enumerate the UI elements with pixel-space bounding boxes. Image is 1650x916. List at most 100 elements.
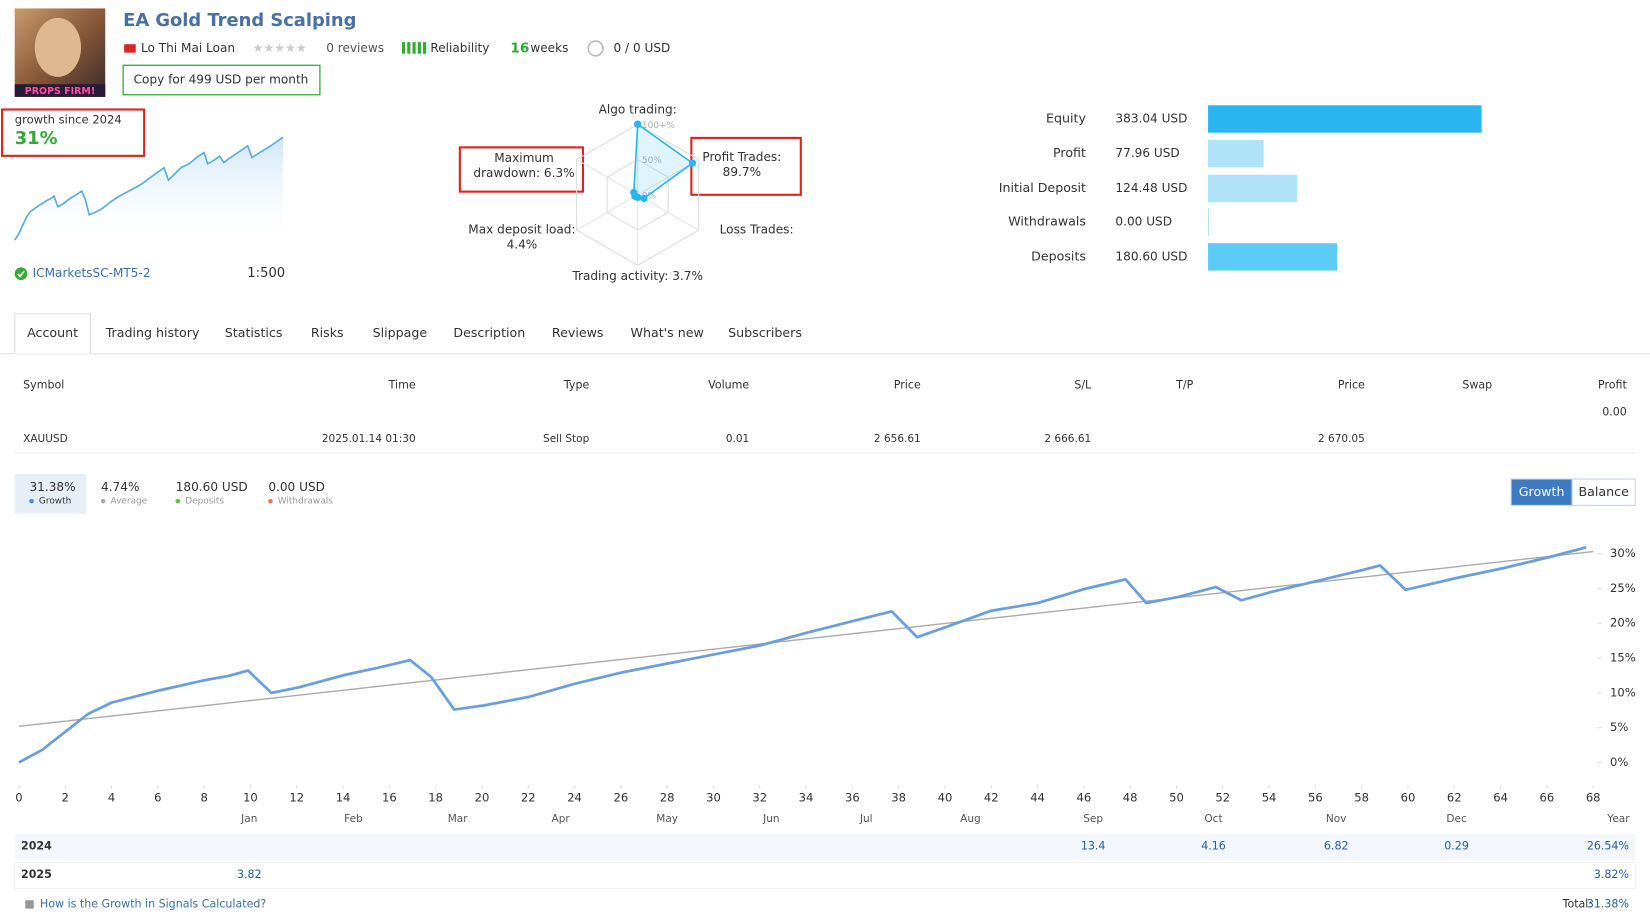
svg-text:★★★★★: ★★★★★ (253, 41, 307, 55)
weeks-value: 16 (510, 40, 529, 56)
x-tick-label: 10 (243, 791, 258, 805)
x-tick-label: 50 (1169, 791, 1184, 805)
radar-spoke (576, 159, 638, 196)
tab[interactable]: Subscribers (728, 325, 802, 340)
column-header: Time (388, 378, 416, 391)
radar-tick-label: 0% (642, 191, 656, 201)
chart-button[interactable] (1571, 478, 1636, 506)
table-row-bg (14, 861, 1636, 890)
column-header: Swap (1462, 378, 1492, 391)
tab[interactable]: Slippage (373, 325, 428, 340)
x-tick-label: 32 (752, 791, 767, 805)
x-tick-label: 64 (1493, 791, 1508, 805)
radar-label-box: Max deposit load: 4.4% (468, 222, 576, 252)
tab[interactable]: Account (27, 325, 78, 340)
tab[interactable]: Reviews (552, 325, 604, 340)
column-header: S/L (1074, 378, 1092, 391)
month-value: 13.4 (1081, 840, 1106, 853)
tab[interactable]: Trading history (105, 325, 200, 340)
x-tick-label: 62 (1447, 791, 1462, 805)
x-tick-label: 28 (660, 791, 675, 805)
signal-title[interactable]: EA Gold Trend Scalping (123, 10, 356, 31)
server[interactable]: ICMarketsSC-MT5-2 (33, 266, 151, 280)
radar-label: Trading activity: 3.7% (572, 268, 704, 284)
column-header: Symbol (23, 378, 64, 391)
tab[interactable]: Statistics (225, 325, 283, 340)
y-tick-label: 10% (1610, 685, 1636, 699)
summary-value: 180.60 USD (176, 480, 248, 494)
y-tick-label: 25% (1610, 581, 1636, 595)
x-tick-label: 2 (62, 791, 69, 805)
month-label: Oct (1204, 813, 1222, 825)
growth-badge-label: growth since 2024 (15, 113, 122, 127)
month-label: Apr (552, 813, 571, 825)
copy-button[interactable] (122, 64, 321, 96)
copy-button-label[interactable]: Copy for 499 USD per month (134, 73, 309, 87)
radar-label: Loss Trades: 10.3% (719, 222, 794, 239)
column-header: Volume (708, 378, 749, 391)
total-value: 31.38% (1587, 897, 1629, 910)
author[interactable]: Lo Thi Mai Loan (141, 41, 235, 55)
balance-label: Deposits (1031, 248, 1086, 263)
highlight-box (458, 146, 585, 193)
x-tick-label: 66 (1540, 791, 1555, 805)
chart-button-label[interactable]: Growth (1519, 484, 1565, 499)
chart-button[interactable] (1510, 478, 1573, 506)
month-label: Nov (1326, 813, 1347, 825)
tab[interactable]: Description (453, 325, 525, 340)
total-profit: 0.00 (1602, 406, 1627, 419)
balance-value: 0.00 USD (1115, 215, 1172, 229)
month-label: Jul (859, 813, 873, 825)
radar-label-box: Loss Trades: 10.3% (719, 222, 794, 239)
month-label: Sep (1083, 813, 1103, 825)
x-tick-label: 14 (336, 791, 351, 805)
cell: 2 670.05 (1318, 433, 1365, 445)
help-icon (25, 900, 34, 909)
balance-bar (1208, 174, 1297, 203)
column-header: T/P (1175, 378, 1193, 391)
year: 2025 (21, 868, 52, 881)
summary-dot (29, 498, 34, 504)
x-tick-label: 44 (1030, 791, 1045, 805)
x-tick-label: 18 (428, 791, 443, 805)
balance-value: 77.96 USD (1115, 146, 1179, 160)
year-total: 26.54% (1587, 840, 1629, 853)
reviews[interactable]: 0 reviews (326, 41, 384, 55)
summary-label: Deposits (185, 497, 224, 507)
radar-spoke (637, 194, 700, 231)
month-value: 0.29 (1444, 840, 1469, 853)
summary-dot (175, 498, 181, 504)
sparkline-area (14, 137, 283, 241)
month-value: 3.82 (237, 868, 262, 881)
x-tick-label: 0 (15, 791, 22, 805)
cell: 0.01 (726, 433, 749, 445)
subscribers: 0 / 0 USD (613, 41, 670, 55)
x-tick-label: 26 (613, 791, 628, 805)
avatar-face (34, 17, 82, 77)
column-header: Price (894, 378, 921, 391)
month-label: Jan (240, 813, 257, 825)
column-header: Profit (1598, 378, 1627, 391)
summary-label: Withdrawals (278, 497, 333, 507)
x-tick-label: 24 (567, 791, 582, 805)
reliability-bars (401, 42, 427, 54)
growth-line (18, 546, 1587, 764)
tab[interactable]: What's new (631, 325, 704, 340)
radar-label-box: Profit Trades: 89.7% (702, 150, 781, 179)
year: 2024 (21, 840, 52, 853)
month-value: 4.16 (1201, 840, 1226, 853)
y-tick-label: 5% (1610, 720, 1628, 734)
x-tick-label: 6 (154, 791, 161, 805)
chart-button-label[interactable]: Balance (1579, 484, 1630, 499)
x-tick-label: 42 (984, 791, 999, 805)
column-header: Type (563, 378, 590, 391)
radar-point (688, 159, 697, 167)
radar-label: Max deposit load: 4.4% (468, 222, 576, 252)
sparkline (14, 136, 284, 241)
balance-value: 124.48 USD (1115, 181, 1187, 195)
summary-label: Growth (39, 497, 71, 507)
help-link[interactable]: How is the Growth in Signals Calculated? (40, 897, 266, 910)
balance-value: 383.04 USD (1115, 111, 1187, 125)
tab[interactable]: Risks (311, 325, 344, 340)
month-label: Jun (762, 813, 779, 825)
